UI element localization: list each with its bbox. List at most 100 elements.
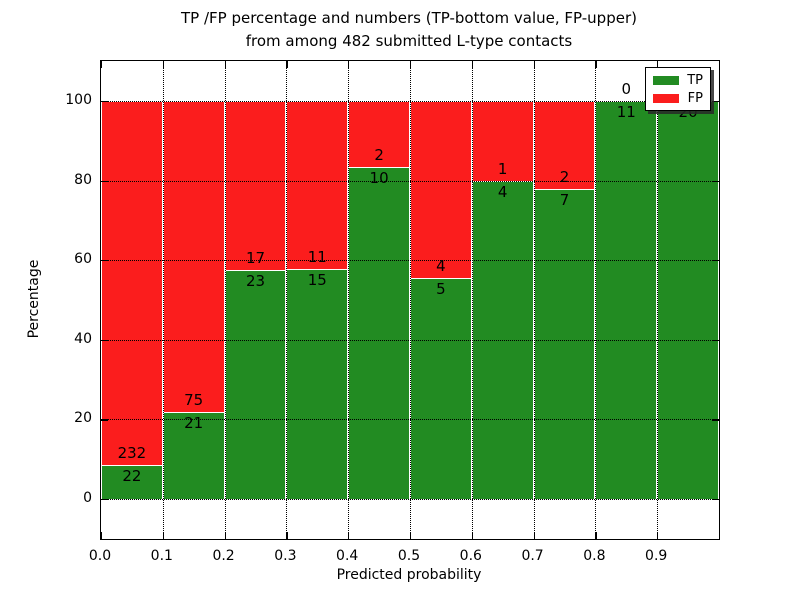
x-tick-mark — [162, 532, 164, 539]
legend: TP FP — [645, 67, 711, 111]
x-tick-mark — [224, 61, 226, 68]
x-tick-mark — [286, 61, 288, 68]
vertical-gridline — [533, 61, 535, 539]
tp-count-label: 21 — [184, 413, 204, 432]
tp-count-label: 11 — [616, 103, 636, 121]
chart-title-line2: from among 482 submitted L-type contacts — [245, 32, 573, 50]
tp-bar-segment — [225, 270, 286, 499]
vertical-gridline — [471, 61, 473, 539]
y-tick-mark — [101, 260, 108, 262]
x-tick-label: 0.0 — [88, 548, 112, 564]
y-tick-mark — [712, 260, 719, 262]
y-tick-label: 60 — [74, 251, 92, 268]
x-tick-mark — [719, 532, 721, 539]
x-tick-mark — [719, 61, 721, 68]
x-tick-label: 0.7 — [521, 548, 544, 564]
fp-bar-segment — [411, 101, 471, 278]
tp-bar-segment — [163, 411, 224, 499]
tp-count-label: 22 — [122, 466, 142, 485]
x-tick-mark — [657, 61, 659, 68]
x-tick-mark — [471, 532, 473, 539]
vertical-gridline — [657, 61, 659, 539]
x-tick-mark — [101, 61, 103, 68]
x-tick-label: 0.5 — [397, 548, 421, 564]
x-axis-label: Predicted probability — [336, 567, 482, 583]
horizontal-gridline — [101, 499, 719, 500]
y-tick-label: 40 — [74, 330, 92, 347]
x-tick-mark — [348, 532, 350, 539]
x-tick-mark — [348, 61, 350, 68]
fp-bar-segment — [472, 101, 533, 181]
tp-bar-segment — [658, 101, 718, 499]
y-tick-label: 20 — [74, 410, 92, 427]
fp-bar-segment — [225, 101, 286, 271]
plot-area: 23222752117231115210451427011020 — [100, 60, 721, 540]
x-tick-label: 0.2 — [212, 548, 235, 564]
horizontal-gridline — [101, 419, 719, 421]
tp-count-label: 23 — [245, 272, 266, 291]
fp-count-label: 11 — [307, 248, 327, 267]
tp-bar-segment — [596, 101, 657, 499]
fp-count-label: 4 — [436, 256, 446, 275]
tp-bar-segment — [102, 464, 162, 499]
y-tick-mark — [712, 419, 719, 421]
x-tick-mark — [657, 532, 659, 539]
tp-count-label: 5 — [436, 279, 446, 298]
horizontal-gridline — [101, 101, 719, 102]
x-tick-mark — [595, 61, 597, 68]
legend-item: FP — [653, 92, 703, 105]
vertical-gridline — [595, 61, 597, 539]
horizontal-gridline — [101, 260, 719, 262]
fp-count-label: 75 — [184, 390, 204, 409]
fp-count-label: 2 — [559, 168, 570, 187]
y-tick-mark — [101, 499, 108, 501]
x-tick-mark — [410, 532, 412, 539]
y-tick-label: 100 — [65, 92, 92, 108]
legend-item: TP — [653, 74, 703, 87]
x-tick-label: 0.8 — [583, 548, 606, 564]
tp-bar-segment — [411, 277, 471, 499]
tp-legend-swatch — [653, 75, 679, 85]
x-tick-label: 0.6 — [459, 548, 482, 564]
tp-bar-segment — [287, 269, 348, 499]
x-tick-mark — [533, 61, 535, 68]
vertical-gridline — [410, 61, 411, 539]
x-tick-mark — [533, 532, 535, 539]
x-tick-label: 0.9 — [645, 548, 668, 564]
y-tick-mark — [101, 339, 108, 341]
y-tick-mark — [712, 180, 719, 182]
x-tick-mark — [162, 61, 164, 68]
x-tick-label: 0.3 — [274, 548, 297, 564]
y-tick-label: 80 — [74, 171, 92, 188]
vertical-gridline — [162, 61, 164, 539]
x-tick-label: 0.1 — [150, 548, 173, 564]
vertical-gridline — [224, 61, 226, 539]
x-tick-mark — [224, 532, 226, 539]
x-tick-mark — [595, 532, 597, 539]
tp-count-label: 10 — [369, 169, 389, 188]
y-tick-mark — [712, 101, 719, 103]
tp-count-label: 7 — [559, 191, 570, 210]
fp-bar-segment — [287, 101, 348, 270]
fp-count-label: 232 — [117, 443, 147, 462]
fp-bar-segment — [102, 101, 162, 465]
y-tick-mark — [712, 499, 719, 501]
y-tick-mark — [101, 101, 108, 103]
fp-count-label: 0 — [621, 80, 632, 98]
y-tick-mark — [101, 180, 108, 182]
tp-count-label: 4 — [497, 182, 508, 201]
horizontal-gridline — [101, 180, 719, 182]
vertical-gridline — [348, 61, 350, 539]
chart-title-line1: TP /FP percentage and numbers (TP-bottom… — [181, 9, 637, 27]
y-tick-mark — [101, 419, 108, 421]
x-tick-mark — [286, 532, 288, 539]
vertical-gridline — [286, 61, 288, 539]
tp-bar-segment — [472, 180, 533, 499]
y-axis-label: Percentage — [26, 259, 42, 339]
x-tick-label: 0.4 — [336, 548, 359, 564]
fp-count-label: 2 — [374, 146, 384, 165]
fp-bar-segment — [163, 101, 224, 412]
fp-legend-swatch — [653, 93, 679, 103]
x-tick-mark — [410, 61, 412, 68]
